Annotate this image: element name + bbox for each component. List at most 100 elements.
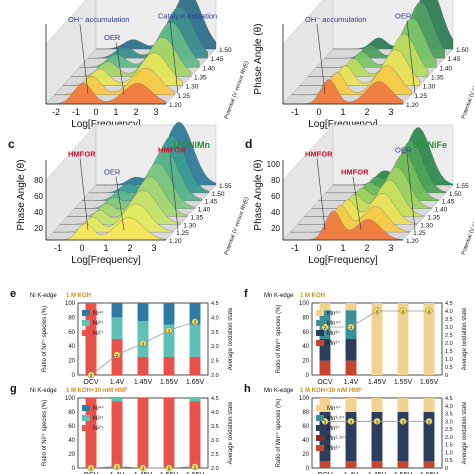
- bar-segment: [371, 303, 383, 375]
- y-tick-label: 0: [72, 373, 76, 379]
- y-axis-label: Ratio of Ni²⁺ species (%): [41, 400, 48, 466]
- y2-tick-label: 2.0: [211, 466, 219, 472]
- legend-label: Ni²⁺: [93, 330, 104, 337]
- y-tick-label: 100: [299, 396, 310, 402]
- panel-3d-1: -2 -1 0 1 2 3 Log[Frequency] 1.20 1.25 1.30 1.35 1.…: [45, 0, 250, 130]
- x-tick-label: 3: [388, 243, 393, 253]
- potential-axis-label: Potential (V versus RHE): [461, 196, 474, 256]
- x-tick-label: 1.55V: [160, 379, 179, 386]
- y2-tick-label: 2.5: [211, 359, 219, 365]
- panel-label: f: [244, 288, 248, 300]
- oxidation-state-point: [165, 464, 173, 472]
- y-tick-label: 60: [68, 330, 75, 336]
- bar-segment: [163, 303, 175, 325]
- y2-axis-label: Average oxidation state: [228, 401, 234, 464]
- potential-label: 1.45: [205, 199, 218, 206]
- bar-segment: [85, 303, 97, 375]
- oxidation-state-point: [139, 339, 147, 347]
- x-axis-label: Log[Frequency]: [71, 119, 141, 130]
- panel-header-condition: 1 M KOH+10 mM HMF: [66, 388, 128, 394]
- y2-tick-label: 3.5: [445, 317, 453, 323]
- oxidation-state-point-label: 2: [194, 465, 197, 470]
- potential-label: 1.50: [449, 191, 462, 198]
- y2-tick-label: 1.5: [445, 443, 453, 449]
- legend-swatch: [82, 405, 90, 411]
- x-tick-label: 1.65V: [186, 379, 205, 386]
- y-tick-label: 60: [271, 192, 280, 201]
- y2-tick-label: 4.5: [211, 396, 219, 402]
- x-tick-label: 1.45V: [134, 379, 153, 386]
- bar-segment: [371, 461, 383, 468]
- x-tick-label: -1: [54, 243, 62, 253]
- x-tick-label: 1.55V: [394, 379, 413, 386]
- y2-tick-label: 2.0: [445, 435, 453, 441]
- ridge-1.20: [46, 217, 167, 241]
- legend-swatch: [316, 425, 324, 431]
- bar-segment: [163, 357, 175, 375]
- x-tick-label: OCV: [83, 379, 99, 386]
- bar-segment: [345, 461, 357, 468]
- y2-tick-label: 4.5: [445, 301, 453, 307]
- y2-tick-label: 4.0: [445, 404, 453, 410]
- y-tick-label: 60: [302, 424, 309, 430]
- potential-label: 1.40: [435, 207, 448, 214]
- potential-label: 1.55: [456, 183, 469, 190]
- y-tick-label: 100: [65, 301, 76, 307]
- y-tick-label: 80: [68, 410, 75, 416]
- bar-segment: [85, 398, 97, 468]
- potential-label: 1.25: [413, 230, 426, 237]
- bar-segment: [137, 398, 149, 468]
- legend-swatch: [82, 320, 90, 326]
- y2-tick-label: 4.0: [211, 315, 219, 321]
- oxidation-state-point-label: 4: [402, 309, 405, 314]
- annotation-arrow: [316, 24, 326, 95]
- annotation-arrow: [115, 176, 125, 231]
- x-tick-label: 3: [153, 107, 158, 117]
- annotation-arrow: [79, 158, 89, 231]
- x-tick-label: OCV: [317, 472, 333, 474]
- y-axis-label: Phase Angle (θ): [16, 159, 27, 230]
- bar-segment: [345, 398, 357, 412]
- oxidation-state-point-label: 3: [376, 419, 379, 424]
- potential-label: 1.30: [186, 84, 199, 91]
- potential-label: 1.30: [420, 222, 433, 229]
- x-tick-label: -1: [291, 243, 299, 253]
- y-axis-label: Ratio of Ni²⁺ species (%): [41, 306, 48, 372]
- x-tick-label: OCV: [83, 472, 99, 474]
- legend-swatch: [82, 425, 90, 431]
- oxidation-state-point: [399, 307, 407, 315]
- panel-title: UT-NiFe: [413, 140, 447, 150]
- annotation-arrow: [352, 176, 362, 231]
- annotation: HMFOR: [158, 146, 186, 155]
- legend-label: Ni⁴⁺: [93, 310, 104, 317]
- y2-tick-label: 0.5: [445, 365, 453, 371]
- x-tick-label: 1.4V: [110, 379, 125, 386]
- oxidation-state-point-label: 2: [168, 466, 171, 471]
- legend-label: Mn⁴⁺: [327, 320, 341, 327]
- x-tick-label: 2: [133, 107, 138, 117]
- bar-segment: [345, 303, 357, 311]
- y2-tick-label: 3.0: [445, 325, 453, 331]
- x-tick-label: 1.4V: [110, 472, 125, 474]
- annotation: OER: [395, 146, 412, 155]
- ridge-1.25: [290, 204, 411, 233]
- y2-tick-label: 0.5: [445, 458, 453, 464]
- bar-segment: [397, 303, 409, 375]
- oxidation-state-point-label: 3: [350, 419, 353, 424]
- bar-segment: [137, 303, 149, 321]
- y-tick-label: 20: [271, 224, 280, 233]
- y2-tick-label: 2.5: [445, 333, 453, 339]
- oxidation-state-point: [191, 463, 199, 471]
- y2-tick-label: 3.0: [445, 419, 453, 425]
- bar-segment: [345, 412, 357, 461]
- oxidation-state-point: [113, 351, 121, 359]
- potential-label: 1.40: [198, 207, 211, 214]
- bar-segment: [189, 401, 201, 468]
- panel-title: UT-NiMn: [174, 140, 211, 150]
- x-tick-label: 1: [340, 107, 345, 117]
- potential-label: 1.45: [448, 56, 461, 63]
- oxidation-state-point: [191, 318, 199, 326]
- oxidation-state-point: [425, 417, 433, 425]
- x-tick-label: 1.65V: [420, 379, 439, 386]
- x-tick-label: 1.55V: [394, 472, 413, 474]
